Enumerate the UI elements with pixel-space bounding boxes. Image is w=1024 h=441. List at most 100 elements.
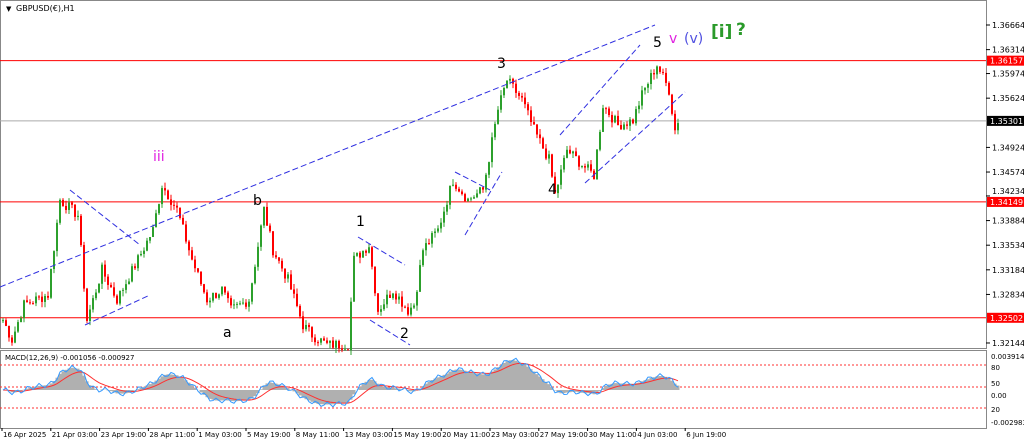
candle-body: [305, 324, 307, 330]
candle-body: [491, 137, 493, 163]
candle-body: [80, 215, 82, 246]
candle-body: [554, 176, 556, 194]
candle-body: [68, 202, 70, 210]
candle-body: [398, 296, 400, 300]
candle-body: [323, 338, 325, 341]
candle-body: [290, 274, 292, 290]
candle-body: [350, 301, 352, 351]
candle-body: [302, 316, 304, 330]
x-tick-label: 6 Jun 19:00: [686, 431, 726, 439]
candle-body: [422, 250, 424, 266]
indicator-tick-label: 80: [991, 364, 1000, 372]
candle-body: [50, 269, 52, 298]
candle-body: [536, 124, 538, 135]
candle-body: [173, 204, 175, 206]
candle-body: [509, 78, 511, 81]
candle-body: [590, 164, 592, 171]
candle-body: [485, 174, 487, 190]
candle-body: [11, 337, 13, 343]
candle-body: [500, 95, 502, 110]
macd-pane: 0.003914 80 50 0.00 20 -0.002983: [0, 353, 1024, 427]
candle-body: [653, 73, 655, 75]
candle-body: [446, 204, 448, 212]
trendline: [369, 319, 411, 346]
candle-body: [131, 266, 133, 282]
candle-body: [395, 293, 397, 300]
candle-body: [338, 340, 340, 349]
candle-body: [335, 340, 337, 348]
candle-body: [449, 185, 451, 205]
candle-body: [629, 119, 631, 126]
candle-body: [281, 260, 283, 269]
wave-label: [i]: [711, 22, 732, 42]
trendline: [584, 91, 686, 184]
candle-body: [194, 259, 196, 269]
candle-body: [569, 149, 571, 154]
candle-body: [245, 302, 247, 307]
candle-body: [488, 162, 490, 175]
y-tick-label: 1.33534: [992, 241, 1024, 250]
candle-body: [185, 224, 187, 242]
candle-body: [440, 222, 442, 229]
y-tick-label: 1.36314: [992, 46, 1024, 55]
candle-body: [101, 264, 103, 284]
candle-body: [494, 123, 496, 138]
candle-body: [497, 109, 499, 124]
candles: [2, 65, 679, 355]
candle-body: [476, 193, 478, 198]
candle-body: [47, 295, 49, 298]
candle-body: [374, 266, 376, 294]
candle-body: [35, 296, 37, 304]
candle-body: [407, 307, 409, 315]
candle-body: [224, 286, 226, 293]
candle-body: [272, 231, 274, 256]
candle-body: [620, 125, 622, 130]
y-tick-label: 1.34234: [992, 187, 1024, 196]
price-tag-label: 1.34149: [990, 198, 1023, 207]
x-tick-label: 1 May 03:00: [198, 431, 242, 439]
wave-label: 4: [548, 182, 557, 198]
candle-body: [182, 217, 184, 225]
candle-body: [212, 292, 214, 301]
candle-body: [134, 266, 136, 269]
candle-body: [269, 225, 271, 232]
collapse-triangle-icon[interactable]: ▼: [6, 5, 12, 13]
y-tick-label: 1.32144: [992, 339, 1024, 348]
candle-body: [104, 264, 106, 277]
candle-body: [461, 191, 463, 195]
candle-body: [665, 72, 667, 83]
price-axis[interactable]: 1.36664 1.36314 1.35974 1.35624 1.34924 1.345…: [986, 21, 1024, 348]
trendline: [559, 44, 641, 136]
candle-body: [368, 247, 370, 253]
x-tick-label: 21 Apr 03:00: [52, 431, 98, 439]
candle-body: [611, 115, 613, 123]
candle-body: [206, 292, 208, 303]
candle-body: [650, 73, 652, 85]
candle-body: [524, 97, 526, 105]
candle-body: [359, 252, 361, 258]
candle-body: [89, 309, 91, 321]
candle-body: [596, 149, 598, 180]
candle-body: [419, 265, 421, 292]
candle-body: [668, 82, 670, 95]
candle-body: [551, 154, 553, 177]
candle-body: [647, 84, 649, 88]
candle-body: [416, 291, 418, 306]
trendlines: [0, 24, 686, 346]
x-tick-label: 13 May 03:00: [345, 431, 393, 439]
time-axis[interactable]: 16 Apr 2025 21 Apr 03:00 23 Apr 19:00 28 Ap…: [1, 428, 726, 439]
candle-body: [539, 134, 541, 139]
candle-body: [5, 320, 7, 326]
candle-body: [95, 292, 97, 299]
candle-body: [614, 115, 616, 123]
candle-body: [230, 298, 232, 306]
wave-label: (v): [684, 31, 703, 47]
candle-body: [638, 105, 640, 110]
candle-body: [107, 276, 109, 285]
candle-body: [626, 124, 628, 126]
trendline: [84, 294, 151, 326]
candle-body: [251, 283, 253, 302]
candle-body: [644, 87, 646, 91]
